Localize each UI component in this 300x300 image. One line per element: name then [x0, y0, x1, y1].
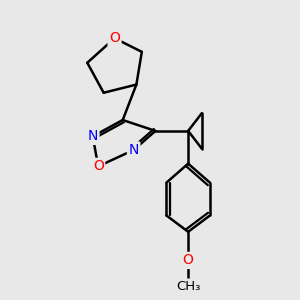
Text: O: O — [183, 254, 194, 267]
Text: CH₃: CH₃ — [176, 280, 200, 293]
Text: O: O — [93, 159, 104, 173]
Text: O: O — [109, 31, 120, 45]
Text: N: N — [128, 143, 139, 157]
Text: N: N — [88, 129, 98, 143]
